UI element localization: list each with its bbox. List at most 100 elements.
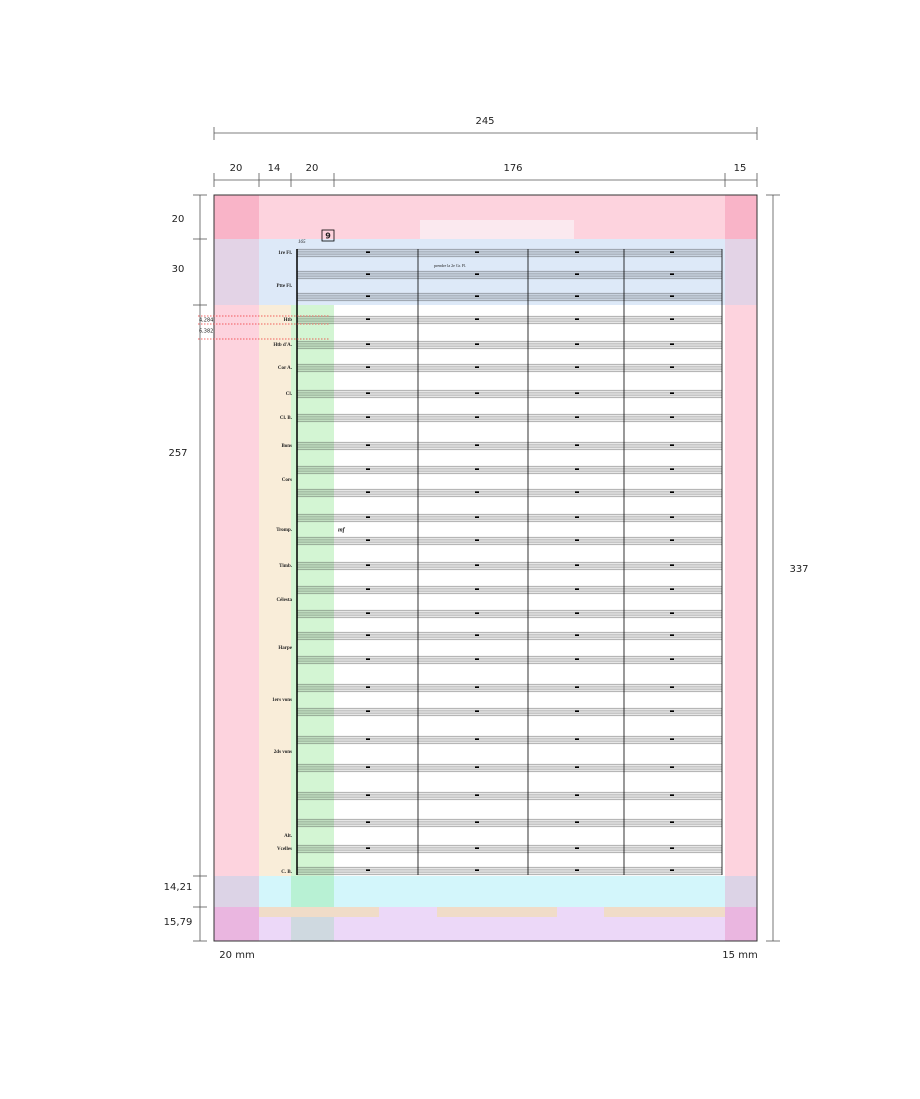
page-border: [213, 194, 758, 942]
rest: [575, 821, 579, 823]
rest: [670, 295, 674, 297]
dim-label: 15 mm: [722, 950, 757, 961]
dim-label: 20: [306, 163, 319, 174]
rest: [366, 686, 370, 688]
rest: [366, 738, 370, 740]
rest: [366, 251, 370, 253]
instrument-label: Timb.: [279, 564, 293, 569]
rest: [575, 491, 579, 493]
rest: [475, 821, 479, 823]
rest: [670, 847, 674, 849]
instrument-label: Harpe: [278, 646, 292, 651]
rest: [575, 738, 579, 740]
rest: [575, 686, 579, 688]
rest: [475, 847, 479, 849]
rest: [575, 658, 579, 660]
rest: [575, 416, 579, 418]
rest: [366, 766, 370, 768]
rest: [575, 794, 579, 796]
rest: [670, 392, 674, 394]
rest: [366, 710, 370, 712]
rest: [475, 539, 479, 541]
rest: [670, 539, 674, 541]
rest: [670, 343, 674, 345]
rest: [475, 612, 479, 614]
rest: [670, 686, 674, 688]
rest: [670, 318, 674, 320]
header-margin: [214, 239, 259, 305]
instrument-label: Célesta: [276, 598, 292, 603]
rest: [475, 658, 479, 660]
rest: [575, 564, 579, 566]
rest: [670, 612, 674, 614]
rest: [475, 491, 479, 493]
rest: [670, 444, 674, 446]
rest: [475, 516, 479, 518]
instrument-label: Cors: [282, 478, 292, 483]
rest: [366, 366, 370, 368]
rest: [366, 612, 370, 614]
rest: [366, 343, 370, 345]
score: 1re Fl. Ptte Fl. Htb Htb d'A. Cor A. Cl. Cl. B…: [272, 248, 723, 875]
instrument-label: Cor A.: [278, 366, 293, 371]
instrument-label: 2ds vons: [274, 750, 292, 755]
rest: [366, 468, 370, 470]
rest: [670, 869, 674, 871]
rest: [475, 686, 479, 688]
rest: [670, 491, 674, 493]
rest: [475, 366, 479, 368]
rest: [366, 588, 370, 590]
tan-bar: [437, 907, 557, 917]
rest: [366, 491, 370, 493]
rest: [475, 766, 479, 768]
bottom-margin: [725, 907, 757, 941]
dim-label: 245: [475, 116, 494, 127]
rest: [366, 444, 370, 446]
rest: [366, 634, 370, 636]
rest: [575, 710, 579, 712]
rest: [575, 847, 579, 849]
dim-label: 20: [172, 214, 185, 225]
header-zone: [259, 239, 725, 305]
dim-label: 176: [503, 163, 522, 174]
annotation: prendre la 2e Gr. Fl.: [434, 263, 466, 268]
instrument-label: Htb d'A.: [273, 343, 292, 348]
offset-label: 6,382: [199, 329, 213, 335]
rehearsal-mark: 9: [325, 232, 331, 241]
header-margin: [725, 239, 757, 305]
instrument-label: Cl.: [286, 392, 293, 397]
dim-label: 20: [230, 163, 243, 174]
footer-zone: [259, 876, 725, 907]
rest: [670, 588, 674, 590]
instrument-label: Htb: [284, 318, 293, 323]
corner: [214, 195, 259, 239]
rest: [475, 444, 479, 446]
dim-label: 15,79: [164, 917, 193, 928]
rest: [575, 539, 579, 541]
dim-label: 20 mm: [219, 950, 254, 961]
rest: [475, 318, 479, 320]
rest: [575, 444, 579, 446]
dim-label: 15: [734, 163, 747, 174]
footer-margin: [725, 876, 757, 907]
dimensions: 245 20 14 20 176 15 20 30 257 14,21 15,7…: [164, 116, 809, 961]
instrument-label: C. B.: [281, 870, 292, 875]
dim-label: 30: [172, 264, 185, 275]
rest: [475, 468, 479, 470]
rest: [366, 273, 370, 275]
corner: [725, 195, 757, 239]
rest: [475, 738, 479, 740]
rest: [575, 588, 579, 590]
footer-margin: [214, 876, 259, 907]
rest: [475, 794, 479, 796]
music-zone: [334, 305, 725, 876]
rest: [670, 251, 674, 253]
rest: [575, 343, 579, 345]
rest: [366, 869, 370, 871]
rest: [475, 564, 479, 566]
instrument-label: 1re Fl.: [278, 251, 293, 256]
tan-bar: [604, 907, 725, 917]
rest: [670, 794, 674, 796]
rest: [475, 343, 479, 345]
rest: [575, 468, 579, 470]
